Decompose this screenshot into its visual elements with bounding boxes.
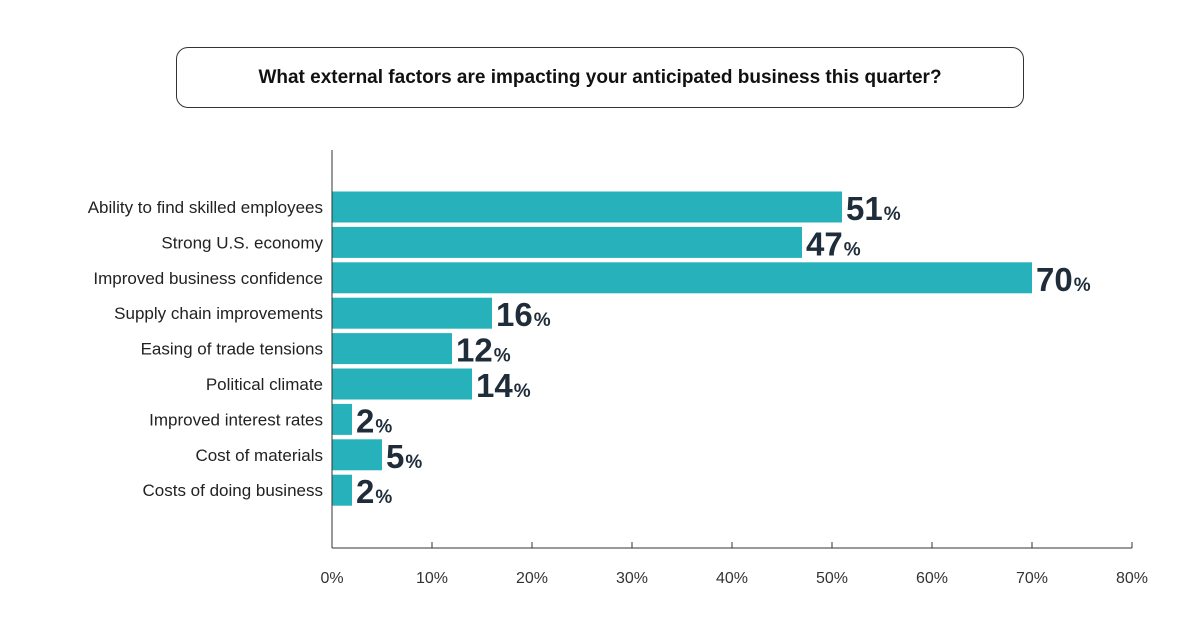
value-label: 47%	[806, 225, 861, 262]
bar	[332, 368, 472, 400]
x-tick-label: 0%	[320, 570, 343, 587]
value-number: 47	[806, 225, 843, 262]
value-label: 12%	[456, 332, 511, 369]
category-label: Improved interest rates	[149, 410, 323, 429]
chart-title-box: What external factors are impacting your…	[176, 47, 1024, 108]
value-label: 70%	[1036, 261, 1091, 298]
value-number: 12	[456, 332, 493, 369]
value-number: 14	[476, 367, 513, 404]
x-tick-label: 70%	[1016, 570, 1048, 587]
value-suffix: %	[405, 452, 422, 473]
value-label: 14%	[476, 367, 531, 404]
value-suffix: %	[534, 310, 551, 331]
value-suffix: %	[844, 239, 861, 260]
category-label: Costs of doing business	[143, 481, 324, 500]
value-number: 2	[356, 473, 374, 510]
value-label: 51%	[846, 190, 901, 227]
x-tick-label: 20%	[516, 570, 548, 587]
bar	[332, 439, 382, 471]
category-label: Strong U.S. economy	[161, 233, 323, 252]
category-label: Political climate	[206, 375, 323, 394]
x-tick-label: 40%	[716, 570, 748, 587]
category-label: Easing of trade tensions	[141, 340, 323, 359]
axis-layer: 0% 10% 20% 30% 40% 50% 60% 70% 80%	[320, 150, 1148, 587]
chart-title: What external factors are impacting your…	[258, 66, 942, 88]
value-number: 51	[846, 190, 883, 227]
bar	[332, 297, 492, 329]
value-label: 5%	[386, 438, 422, 475]
value-number: 5	[386, 438, 404, 475]
value-suffix: %	[1074, 275, 1091, 296]
x-tick-label: 80%	[1116, 570, 1148, 587]
bar	[332, 262, 1032, 294]
category-labels-layer: Ability to find skilled employees Strong …	[88, 198, 324, 500]
bar	[332, 226, 802, 258]
value-number: 16	[496, 296, 533, 333]
category-label: Supply chain improvements	[114, 304, 323, 323]
value-labels-layer: 51%47%70%16%12%14%2%5%2%	[356, 190, 1091, 510]
bar	[332, 191, 842, 223]
bar	[332, 474, 352, 506]
bar	[332, 403, 352, 435]
value-suffix: %	[375, 416, 392, 437]
value-suffix: %	[884, 204, 901, 225]
value-label: 2%	[356, 402, 392, 439]
x-tick-label: 10%	[416, 570, 448, 587]
category-label: Ability to find skilled employees	[88, 198, 323, 217]
bar	[332, 333, 452, 365]
value-label: 16%	[496, 296, 551, 333]
value-suffix: %	[375, 487, 392, 508]
value-label: 2%	[356, 473, 392, 510]
bars-layer	[332, 191, 1032, 506]
category-label: Cost of materials	[195, 446, 323, 465]
value-suffix: %	[494, 346, 511, 367]
value-number: 2	[356, 402, 374, 439]
x-tick-label: 60%	[916, 570, 948, 587]
category-label: Improved business confidence	[93, 269, 323, 288]
x-tick-label: 50%	[816, 570, 848, 587]
value-number: 70	[1036, 261, 1073, 298]
x-tick-label: 30%	[616, 570, 648, 587]
value-suffix: %	[514, 381, 531, 402]
